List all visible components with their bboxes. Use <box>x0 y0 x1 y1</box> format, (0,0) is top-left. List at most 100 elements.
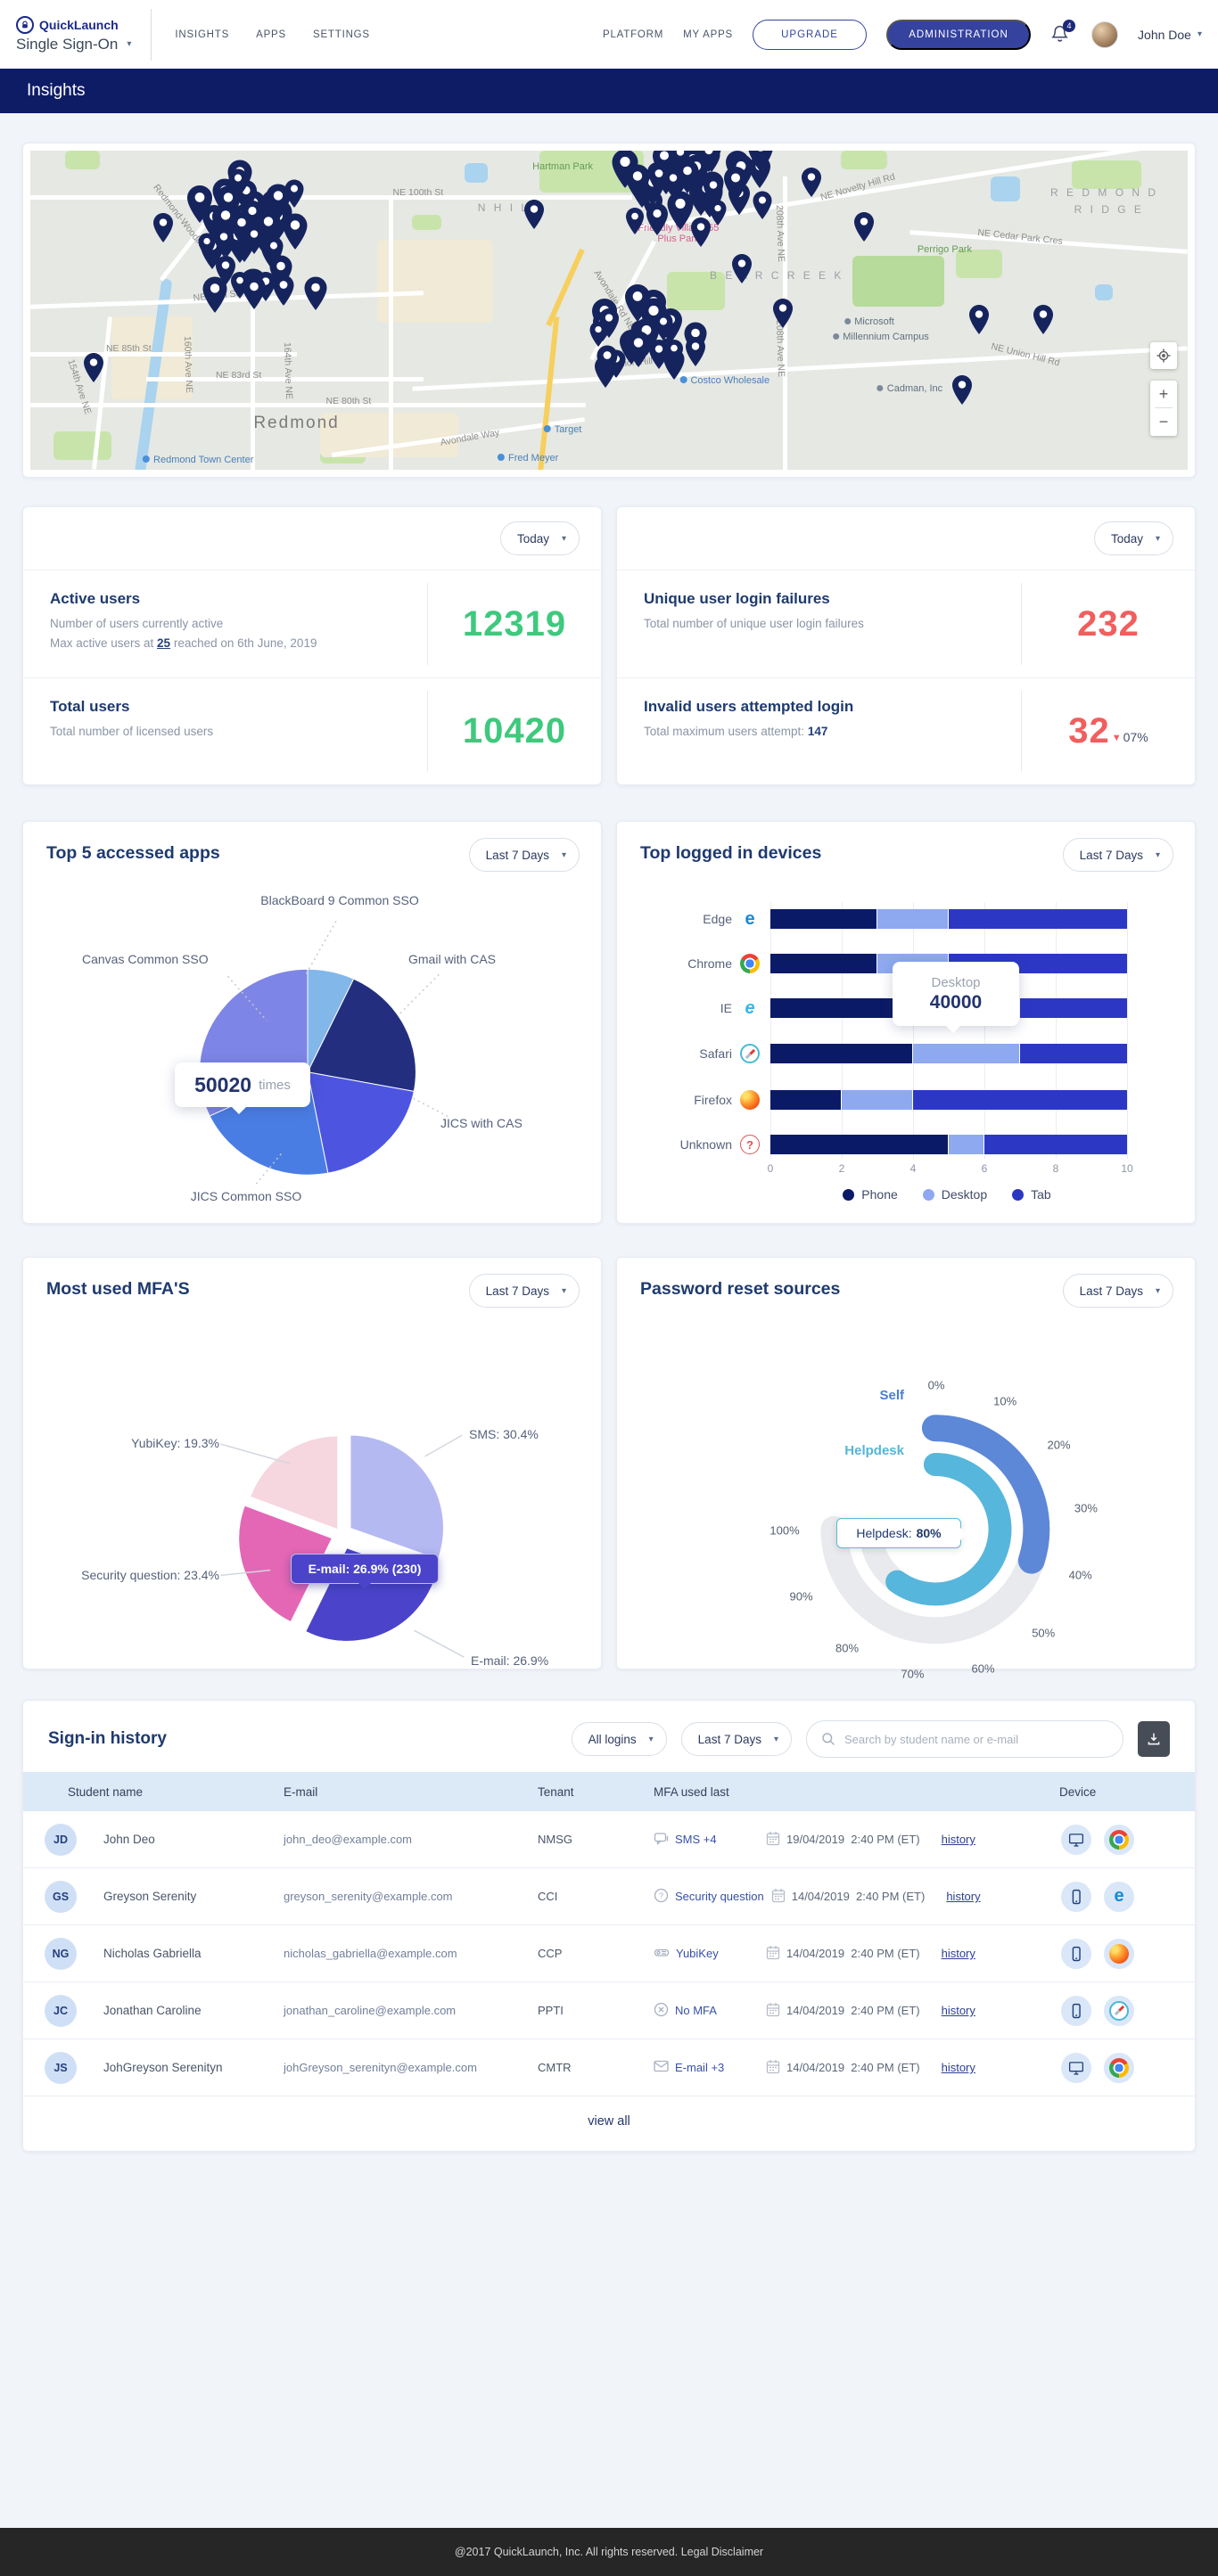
mfa-link[interactable]: YubiKey <box>654 1945 759 1963</box>
map-pin[interactable] <box>704 175 724 209</box>
nav-item-settings[interactable]: SETTINGS <box>312 29 370 40</box>
bar-segment[interactable] <box>984 1135 1127 1154</box>
map-pin[interactable] <box>802 168 822 201</box>
map-pin[interactable] <box>691 217 712 251</box>
zoom-out-button[interactable]: − <box>1158 413 1169 431</box>
bar-segment[interactable] <box>913 1090 1127 1110</box>
map-pin[interactable] <box>597 345 618 381</box>
users-period-dropdown[interactable]: Today ▾ <box>499 521 580 555</box>
map-pin[interactable] <box>686 337 706 371</box>
bar-segment[interactable] <box>770 954 877 973</box>
mfa-link[interactable]: SMS +4 <box>654 1831 759 1849</box>
table-period-dropdown[interactable]: Last 7 Days ▾ <box>680 1722 792 1756</box>
pie-slice[interactable] <box>307 968 355 1072</box>
table-row[interactable]: GS Greyson Serenity greyson_serenity@examp… <box>23 1868 1195 1925</box>
view-all-link[interactable]: view all <box>588 2114 630 2129</box>
bar-segment[interactable] <box>1020 1044 1127 1063</box>
map-pin[interactable] <box>264 236 284 270</box>
map-pin[interactable] <box>228 168 248 202</box>
map-pin[interactable] <box>626 331 651 372</box>
map-pin[interactable] <box>198 233 215 263</box>
bar-segment[interactable] <box>770 1044 913 1063</box>
pie-slice[interactable] <box>350 1435 443 1559</box>
map-canvas[interactable]: + − Hartman Park NE 100th St N H I L L Redm… <box>30 151 1188 470</box>
map-pin[interactable] <box>646 203 668 240</box>
history-link[interactable]: history <box>941 1833 975 1846</box>
upgrade-button[interactable]: UPGRADE <box>753 19 868 50</box>
administration-button[interactable]: ADMINISTRATION <box>886 19 1032 50</box>
map-pin[interactable] <box>753 191 772 225</box>
top-apps-period-dropdown[interactable]: Last 7 Days ▾ <box>468 838 580 872</box>
bar-segment[interactable] <box>913 1044 1020 1063</box>
table-row[interactable]: JC Jonathan Caroline jonathan_caroline@exa… <box>23 1982 1195 2039</box>
user-menu[interactable]: John Doe ▾ <box>1138 28 1202 42</box>
map-pin[interactable] <box>243 275 266 315</box>
map-pin[interactable] <box>273 275 294 310</box>
map-pin[interactable] <box>599 308 619 342</box>
map-pin[interactable] <box>626 208 645 239</box>
map-pin[interactable] <box>664 339 683 371</box>
map-pin[interactable] <box>969 305 990 339</box>
map-pin[interactable] <box>748 151 773 176</box>
search-input[interactable] <box>844 1732 1108 1746</box>
map-pin[interactable] <box>152 212 173 247</box>
map-pin[interactable] <box>853 212 874 246</box>
mfa-link[interactable]: ? Security question <box>654 1888 764 1906</box>
table-row[interactable]: JS JohGreyson Serenityn johGreyson_serenit… <box>23 2039 1195 2096</box>
bar-segment[interactable] <box>1020 998 1127 1018</box>
history-link[interactable]: history <box>941 1947 975 1960</box>
map-pin[interactable] <box>671 151 691 176</box>
map-pin[interactable] <box>709 200 727 231</box>
bar-segment[interactable] <box>770 909 877 929</box>
pie-slice[interactable] <box>307 978 416 1092</box>
map-pin[interactable] <box>214 226 235 261</box>
map-pin[interactable] <box>243 224 264 258</box>
map-pin[interactable] <box>951 374 972 409</box>
map-pin[interactable] <box>654 312 673 346</box>
password-reset-period-dropdown[interactable]: Last 7 Days ▾ <box>1062 1274 1173 1308</box>
history-link[interactable]: history <box>941 2004 975 2017</box>
map-pin[interactable] <box>230 272 249 303</box>
mfa-link[interactable]: No MFA <box>654 2002 759 2020</box>
map-pin[interactable] <box>667 191 694 234</box>
history-link[interactable]: history <box>946 1890 981 1903</box>
history-link[interactable]: history <box>941 2061 975 2074</box>
zoom-in-button[interactable]: + <box>1158 384 1169 403</box>
pie-slice[interactable] <box>251 1436 338 1530</box>
map-pin[interactable] <box>304 276 327 316</box>
download-button[interactable] <box>1138 1721 1170 1757</box>
map-pin[interactable] <box>625 284 651 326</box>
map-pin[interactable] <box>186 185 212 227</box>
bar-segment[interactable] <box>877 909 949 929</box>
map-pin[interactable] <box>283 213 308 254</box>
failures-period-dropdown[interactable]: Today ▾ <box>1093 521 1173 555</box>
map-pin[interactable] <box>648 163 670 199</box>
bar-segment[interactable] <box>842 1090 913 1110</box>
map-pin[interactable] <box>772 299 793 332</box>
bar-segment[interactable] <box>770 1135 949 1154</box>
map-pin[interactable] <box>732 253 753 288</box>
table-row[interactable]: NG Nicholas Gabriella nicholas_gabriella@e… <box>23 1925 1195 1982</box>
mfa-link[interactable]: E-mail +3 <box>654 2060 759 2075</box>
map-pin[interactable] <box>724 167 748 206</box>
bar-segment[interactable] <box>949 1135 984 1154</box>
bar-segment[interactable] <box>949 909 1127 929</box>
map-pin[interactable] <box>256 209 281 250</box>
map-pin[interactable] <box>625 164 650 206</box>
map-pin[interactable] <box>523 200 544 234</box>
link-my-apps[interactable]: MY APPS <box>683 29 734 40</box>
map-pin[interactable] <box>653 151 677 184</box>
bar-segment[interactable] <box>770 998 913 1018</box>
devices-period-dropdown[interactable]: Last 7 Days ▾ <box>1062 838 1173 872</box>
product-switcher[interactable]: Single Sign-On ▾ <box>16 36 131 53</box>
map-pin[interactable] <box>215 256 235 290</box>
table-row[interactable]: JD John Deo john_deo@example.com NMSG SMS +4… <box>23 1811 1195 1868</box>
map-pin[interactable] <box>697 151 720 176</box>
bar-segment[interactable] <box>770 1090 842 1110</box>
map-locate-button[interactable] <box>1150 341 1177 369</box>
map-pin[interactable] <box>1033 305 1053 339</box>
user-avatar[interactable] <box>1091 21 1119 48</box>
link-platform[interactable]: PLATFORM <box>602 29 664 40</box>
notifications-bell[interactable]: 4 <box>1050 19 1076 46</box>
map-pin[interactable] <box>648 339 669 373</box>
